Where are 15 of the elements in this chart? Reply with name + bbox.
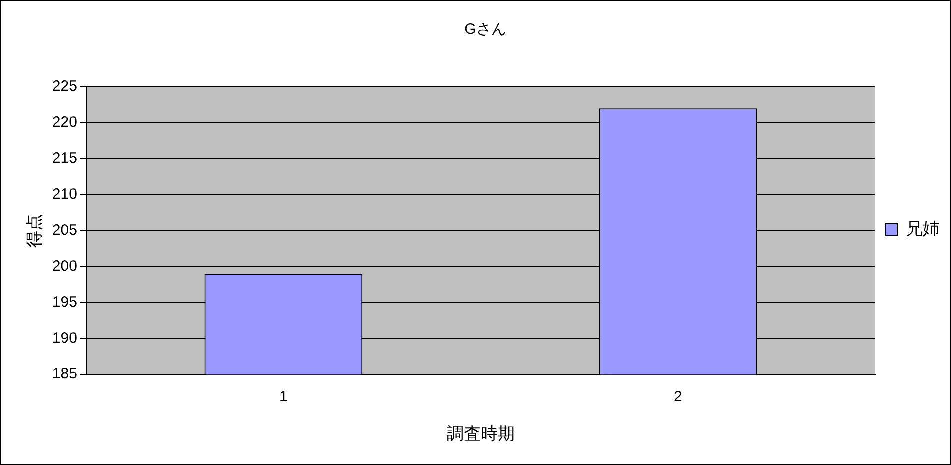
y-tick-label: 195 [52,294,78,311]
y-tick-label: 225 [52,78,78,96]
y-tick-label: 220 [52,114,78,132]
x-axis-title: 調査時期 [446,424,515,444]
y-tick-label: 205 [52,222,78,239]
y-tick-label: 185 [52,366,78,383]
y-tick-label: 215 [52,150,78,168]
y-axis-title: 得点 [24,214,44,248]
legend-label: 兄姉 [906,220,940,239]
x-tick-label: 2 [674,388,682,406]
y-tick-label: 200 [52,258,78,275]
x-tick-label: 1 [280,388,288,406]
y-tick-label: 210 [52,186,78,203]
chart-title: Gさん [464,21,506,38]
y-tick-label: 190 [52,330,78,347]
